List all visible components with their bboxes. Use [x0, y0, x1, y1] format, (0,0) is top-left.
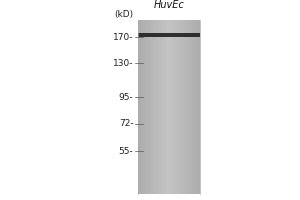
- Text: 170-: 170-: [113, 32, 134, 42]
- Text: HuvEc: HuvEc: [154, 0, 184, 10]
- Text: 55-: 55-: [119, 146, 134, 156]
- Text: (kD): (kD): [114, 9, 134, 19]
- Text: 95-: 95-: [119, 92, 134, 102]
- Text: 130-: 130-: [113, 58, 134, 68]
- Text: 72-: 72-: [119, 119, 134, 129]
